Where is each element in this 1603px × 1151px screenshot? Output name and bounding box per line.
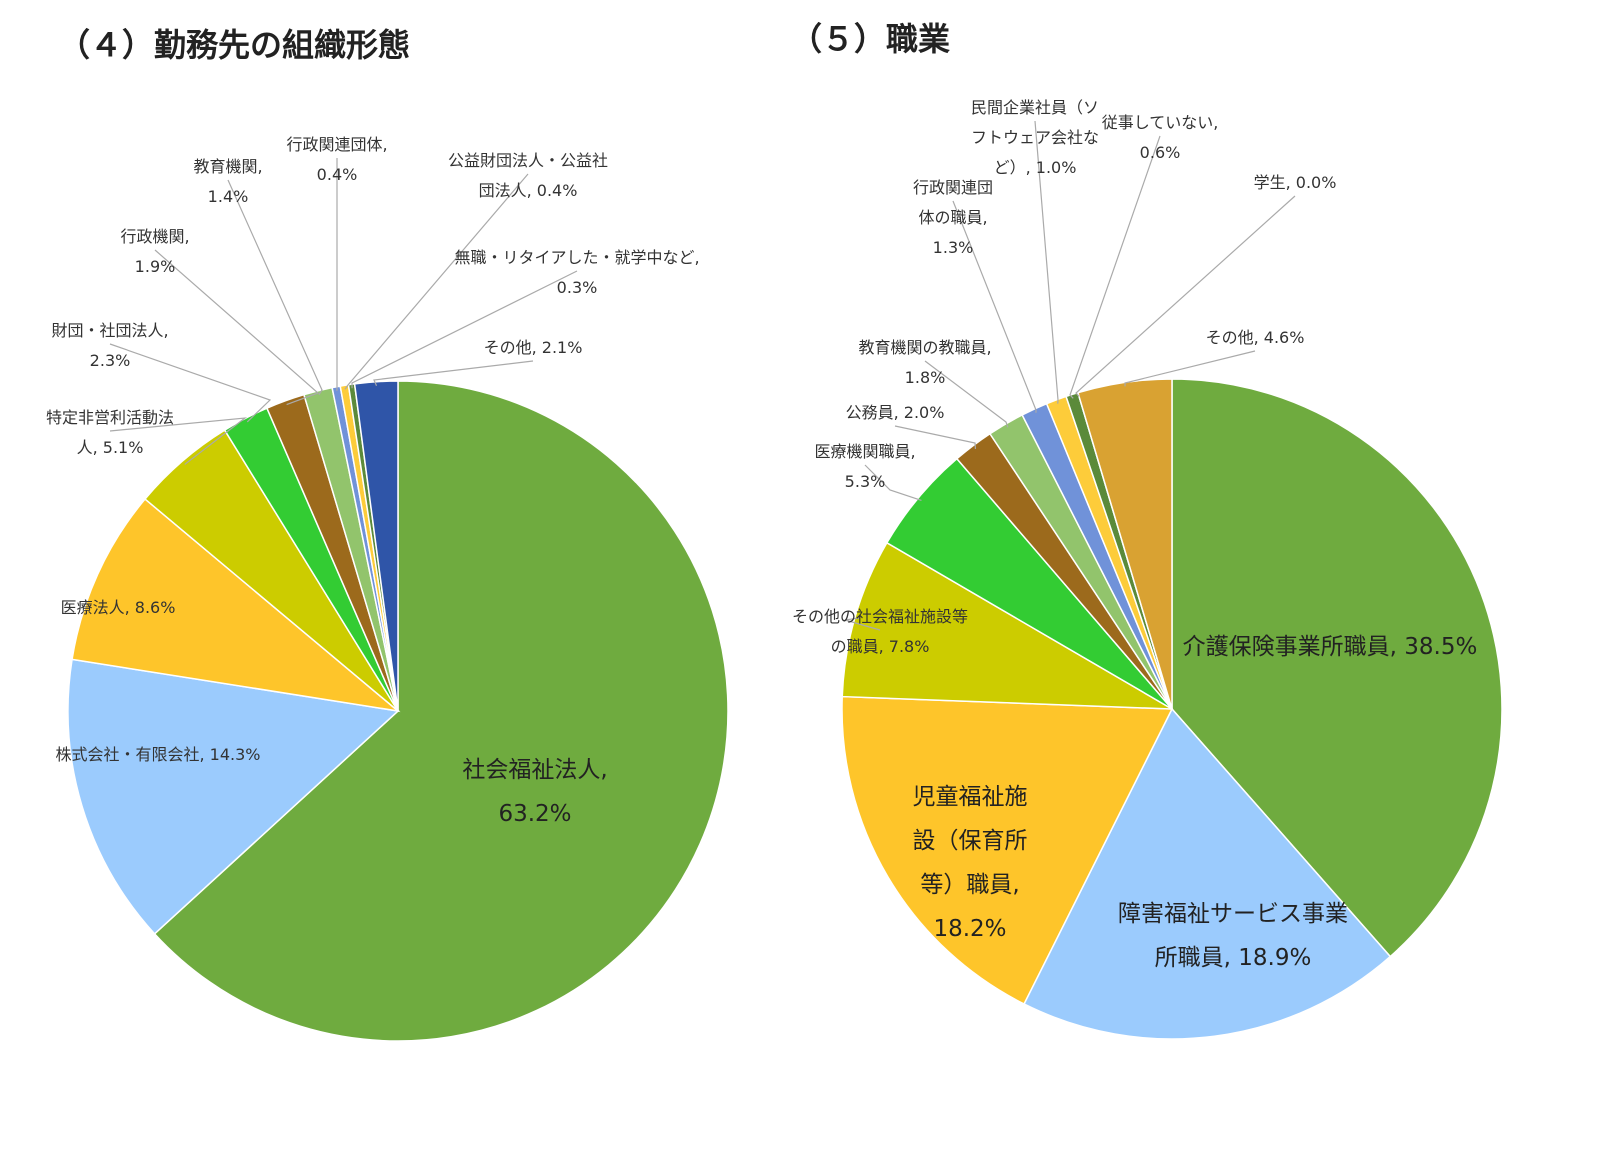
leader-line: [1124, 350, 1256, 387]
leader-line: [1075, 195, 1296, 397]
category-label: 従事していない,: [1101, 113, 1219, 132]
value-label: 63.2%: [498, 801, 572, 827]
leader-line: [109, 417, 248, 465]
category-label: 株式会社・有限会社,: [55, 745, 205, 764]
leader-line: [154, 249, 320, 406]
data-label: 児童福祉施設（保育所等）職員, 18.2%: [905, 775, 1035, 951]
data-label: 社会福祉法人, 63.2%: [425, 748, 645, 836]
leader-line: [1034, 120, 1059, 404]
category-label: 公益財団法人・公益社団法人,: [447, 151, 608, 200]
data-label: 障害福祉サービス事業所職員, 18.9%: [1118, 892, 1348, 980]
leader-line: [373, 360, 534, 386]
leader-line: [351, 270, 578, 389]
value-label: 1.4%: [207, 187, 249, 206]
category-label: 特定非営利活動法人,: [45, 408, 174, 457]
value-label: 1.0%: [1035, 158, 1077, 177]
value-label: 0.6%: [1139, 143, 1181, 162]
value-label: 18.9%: [1238, 945, 1312, 971]
pie-slice: [67, 658, 400, 935]
data-label: 介護保険事業所職員, 38.5%: [1180, 625, 1480, 669]
value-label: 2.1%: [541, 338, 583, 357]
value-label: 38.5%: [1404, 634, 1478, 660]
leader-line: [864, 464, 922, 501]
data-label: 財団・社団法人, 2.3%: [35, 316, 185, 376]
data-label: 行政関連団体, 0.4%: [272, 130, 402, 190]
chart-title: （４）勤務先の組織形態: [58, 26, 411, 64]
data-label: その他, 4.6%: [1190, 323, 1320, 353]
data-label: その他, 2.1%: [463, 333, 603, 363]
category-label: 介護保険事業所職員,: [1182, 634, 1397, 660]
leader-line: [109, 343, 272, 423]
pie-slice: [841, 695, 1174, 1005]
data-label: 行政関連団体の職員, 1.3%: [908, 173, 998, 263]
category-label: 民間企業社員（ソフトウェア会社など）,: [970, 98, 1099, 177]
data-label: 無職・リタイアした・就学中など, 0.3%: [432, 243, 722, 303]
data-label: 民間企業社員（ソフトウェア会社など）, 1.0%: [965, 93, 1105, 183]
value-label: 1.9%: [134, 257, 176, 276]
data-label: 教育機関, 1.4%: [173, 152, 283, 212]
pie-slice: [1171, 378, 1503, 958]
data-label: 株式会社・有限会社, 14.3%: [8, 740, 308, 770]
value-label: 1.3%: [932, 238, 974, 257]
data-label: 特定非営利活動法人, 5.1%: [45, 403, 175, 463]
value-label: 8.6%: [134, 598, 176, 617]
category-label: 学生,: [1253, 173, 1291, 192]
category-label: 児童福祉施設（保育所等）職員,: [912, 784, 1028, 898]
category-label: その他,: [483, 338, 537, 357]
category-label: 障害福祉サービス事業所職員,: [1118, 901, 1348, 971]
data-label: 行政機関, 1.9%: [100, 222, 210, 282]
pie-slice: [353, 380, 399, 712]
data-label: 公益財団法人・公益社団法人, 0.4%: [443, 146, 613, 206]
category-label: 行政関連団体,: [286, 135, 388, 154]
value-label: 0.0%: [1295, 173, 1337, 192]
value-label: 2.3%: [89, 351, 131, 370]
category-label: 医療法人,: [60, 598, 130, 617]
category-label: 教育機関,: [193, 157, 263, 176]
value-label: 1.8%: [904, 368, 946, 387]
pie-slice: [841, 541, 1173, 710]
category-label: 公務員,: [845, 403, 899, 422]
leader-line: [924, 360, 1009, 428]
pie-slice: [153, 380, 729, 1042]
leader-line: [1069, 135, 1161, 399]
category-label: 医療機関職員,: [814, 442, 916, 461]
value-label: 4.6%: [1263, 328, 1305, 347]
data-label: 学生, 0.0%: [1240, 168, 1350, 198]
category-label: 無職・リタイアした・就学中など,: [454, 248, 700, 267]
value-label: 2.0%: [903, 403, 945, 422]
data-label: 従事していない, 0.6%: [1095, 108, 1225, 168]
value-label: 14.3%: [209, 745, 261, 764]
value-label: 7.8%: [888, 637, 930, 656]
value-label: 0.3%: [556, 278, 598, 297]
leader-line: [952, 200, 1037, 413]
category-label: 行政関連団体の職員,: [912, 178, 993, 227]
leader-line: [344, 173, 529, 390]
value-label: 5.1%: [102, 438, 144, 457]
category-label: 教育機関の教職員,: [858, 338, 992, 357]
value-label: 0.4%: [316, 165, 358, 184]
data-label: その他の社会福祉施設等の職員, 7.8%: [785, 602, 975, 662]
category-label: 財団・社団法人,: [51, 321, 169, 340]
data-label: 医療法人, 8.6%: [18, 593, 218, 623]
leader-line: [894, 425, 977, 449]
category-label: 社会福祉法人,: [462, 757, 608, 783]
value-label: 0.4%: [536, 181, 578, 200]
leader-line: [844, 617, 881, 631]
pie-slice: [1023, 707, 1392, 1040]
category-label: その他,: [1205, 328, 1259, 347]
data-label: 教育機関の教職員, 1.8%: [850, 333, 1000, 393]
category-label: その他の社会福祉施設等の職員,: [791, 607, 968, 656]
chart-title: （５）職業: [790, 20, 951, 58]
value-label: 5.3%: [844, 472, 886, 491]
data-label: 医療機関職員, 5.3%: [800, 437, 930, 497]
value-label: 18.2%: [933, 916, 1007, 942]
data-label: 公務員, 2.0%: [825, 398, 965, 428]
category-label: 行政機関,: [120, 227, 190, 246]
pie-slice: [71, 498, 401, 713]
leader-line: [227, 179, 323, 396]
